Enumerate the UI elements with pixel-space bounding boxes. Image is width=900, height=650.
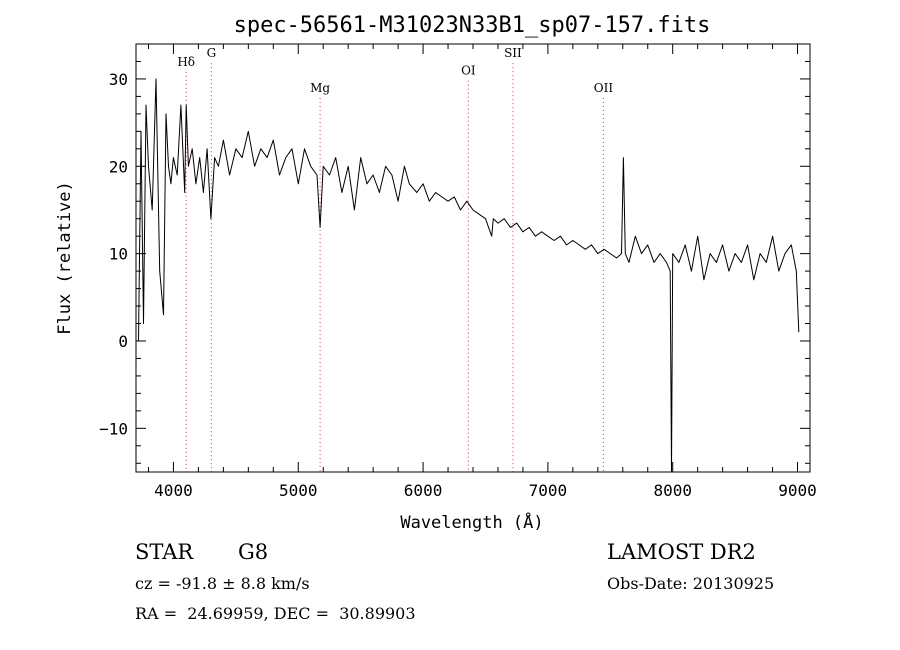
x-tick-label: 5000 [279, 481, 318, 500]
x-tick-label: 7000 [529, 481, 568, 500]
x-tick-label: 4000 [154, 481, 193, 500]
survey-name: LAMOST DR2 [607, 540, 756, 564]
line-marker-label: Hδ [177, 55, 195, 69]
observation-date: Obs-Date: 20130925 [607, 574, 775, 593]
line-marker-label: OI [461, 64, 476, 78]
x-tick-label: 9000 [778, 481, 817, 500]
line-marker-label: G [207, 46, 217, 60]
y-tick-label: 30 [109, 70, 128, 89]
line-marker-label: Mg [310, 81, 330, 95]
y-tick-label: 20 [109, 157, 128, 176]
y-axis: −10 0 10 20 30 [99, 43, 810, 464]
object-class: STAR [135, 540, 194, 564]
line-marker-label: SII [504, 46, 522, 60]
x-axis: 4000 5000 6000 7000 8000 9000 [147, 44, 817, 500]
coordinates-readout: RA = 24.69959, DEC = 30.89903 [135, 604, 416, 623]
chart-title: spec-56561-M31023N33B1_sp07-157.fits [234, 13, 711, 38]
y-tick-label: −10 [99, 419, 128, 438]
velocity-readout: cz = -91.8 ± 8.8 km/s [135, 574, 310, 593]
spectrum-line [138, 78, 800, 473]
x-tick-label: 8000 [653, 481, 692, 500]
object-subclass: G8 [238, 540, 269, 564]
y-tick-label: 0 [118, 332, 128, 351]
line-markers: Hδ G Mg OI SII OII [177, 46, 613, 472]
x-axis-label: Wavelength (Å) [400, 511, 543, 533]
y-axis-label: Flux (relative) [55, 181, 75, 335]
x-tick-label: 6000 [404, 481, 443, 500]
y-tick-label: 10 [109, 245, 128, 264]
line-marker-label: OII [594, 81, 614, 95]
